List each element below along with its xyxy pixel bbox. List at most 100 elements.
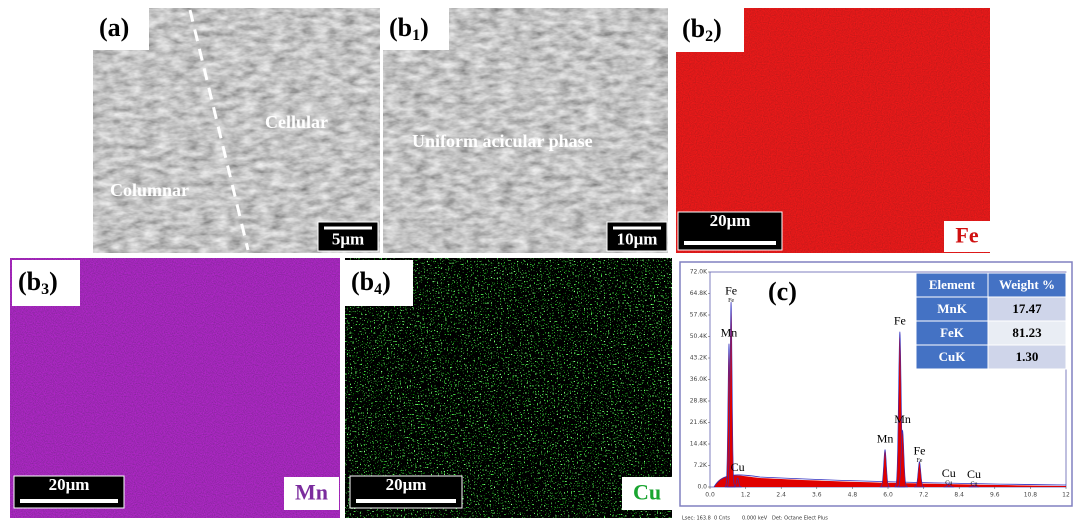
footer-text: Det: Octane Elect Plus bbox=[772, 516, 828, 522]
x-tick-label: 10.8 bbox=[1024, 492, 1038, 499]
panel-label: (b4) bbox=[351, 267, 391, 298]
peak-label: Cu bbox=[942, 466, 956, 480]
x-tick-label: 12 bbox=[1062, 492, 1070, 499]
x-tick-label: 6.0 bbox=[883, 492, 893, 499]
peak-sub-label: Cu bbox=[971, 482, 978, 488]
x-tick-label: 4.8 bbox=[848, 492, 858, 499]
peak-label: Mn bbox=[721, 325, 738, 339]
label-part: (a) bbox=[99, 13, 129, 42]
table-cell-text: MnK bbox=[937, 301, 968, 316]
label-part: 4 bbox=[374, 281, 382, 298]
continuum bbox=[714, 475, 1066, 487]
table-cell bbox=[987, 296, 1067, 322]
panel-label: (b2) bbox=[682, 14, 722, 45]
label-part: (b bbox=[389, 13, 412, 42]
label-box bbox=[12, 260, 80, 306]
x-tick-label: 9.6 bbox=[990, 492, 1000, 499]
label-part: ) bbox=[420, 13, 429, 42]
peak bbox=[733, 477, 742, 488]
y-tick-label: 72.0K bbox=[690, 269, 708, 276]
label-part: ) bbox=[713, 14, 722, 43]
panel-label: (c) bbox=[768, 277, 797, 306]
y-tick-label: 64.8K bbox=[690, 290, 708, 297]
peak-label: Cu bbox=[731, 460, 745, 474]
peak bbox=[943, 484, 955, 488]
footer-text: Lsec: 163.8 bbox=[682, 516, 711, 522]
scale-bar-label: 20μm bbox=[49, 475, 90, 494]
x-tick-label: 0.0 bbox=[705, 492, 715, 499]
boundary-line bbox=[188, 9, 250, 251]
label-part: 2 bbox=[705, 28, 713, 45]
peak-label: Fe bbox=[913, 443, 925, 457]
y-tick-label: 14.4K bbox=[690, 441, 708, 448]
label-part: 1 bbox=[412, 27, 420, 44]
label-part: 3 bbox=[41, 281, 49, 298]
table-cell-text: 81.23 bbox=[1012, 325, 1042, 340]
table-cell-text: CuK bbox=[939, 349, 967, 364]
panel-label: (a) bbox=[99, 13, 129, 42]
peak-label: Fe bbox=[894, 313, 906, 327]
y-tick-label: 21.6K bbox=[690, 419, 708, 426]
y-tick-label: 43.2K bbox=[690, 355, 708, 362]
element-label: Fe bbox=[955, 223, 978, 248]
table-header: Element bbox=[929, 277, 976, 292]
peak bbox=[879, 449, 891, 488]
peak bbox=[968, 484, 980, 488]
y-tick-label: 0.0 bbox=[697, 484, 707, 491]
table-cell bbox=[915, 344, 989, 370]
scale-bar-label: 10μm bbox=[617, 229, 658, 248]
peak-sub-label: Fe bbox=[728, 298, 734, 304]
table-header: Weight % bbox=[999, 277, 1055, 292]
element-label: Cu bbox=[633, 480, 661, 505]
panel-label: (b1) bbox=[389, 13, 429, 44]
table-cell bbox=[987, 320, 1067, 346]
footer-text: 0 Cnts bbox=[714, 516, 730, 522]
table-cell bbox=[987, 344, 1067, 370]
label-box bbox=[93, 8, 149, 50]
peak-sub-label: Fe bbox=[916, 458, 922, 464]
peak-sub-label: Cu bbox=[945, 481, 952, 487]
table-cell-text: FeK bbox=[940, 325, 965, 340]
label-part: ) bbox=[49, 267, 58, 296]
annotation: Columnar bbox=[110, 180, 189, 200]
peak bbox=[726, 301, 736, 488]
x-tick-label: 8.4 bbox=[954, 492, 964, 499]
y-tick-label: 57.6K bbox=[690, 312, 708, 319]
footer-text: 0.000 keV bbox=[742, 516, 768, 522]
panel-label: (b3) bbox=[18, 267, 58, 298]
x-tick-label: 7.2 bbox=[919, 492, 929, 499]
y-tick-label: 36.0K bbox=[690, 376, 708, 383]
label-part: (b bbox=[18, 267, 41, 296]
x-tick-label: 3.6 bbox=[812, 492, 822, 499]
scale-bar-label: 20μm bbox=[386, 475, 427, 494]
peak-label: Mn bbox=[877, 431, 894, 445]
peak-label: Mn bbox=[894, 412, 911, 426]
peak-label: Cu bbox=[967, 467, 981, 481]
x-tick-label: 2.4 bbox=[776, 492, 786, 499]
element-label: Mn bbox=[295, 480, 328, 505]
annotation: Uniform acicular phase bbox=[412, 131, 593, 151]
peak-label: Fe bbox=[725, 284, 737, 298]
table-cell-text: 1.30 bbox=[1016, 349, 1039, 364]
y-tick-label: 7.2K bbox=[694, 462, 709, 469]
element-box bbox=[284, 477, 339, 510]
scale-bar-label: 5μm bbox=[332, 229, 364, 248]
scale-bar-label: 20μm bbox=[710, 211, 751, 230]
table-cell-text: 17.47 bbox=[1012, 301, 1042, 316]
peak bbox=[897, 429, 908, 488]
annotation: Cellular bbox=[265, 112, 328, 132]
element-box bbox=[622, 477, 672, 510]
peak bbox=[914, 461, 925, 488]
label-part: ) bbox=[382, 267, 391, 296]
label-box bbox=[383, 8, 449, 50]
label-part: (b bbox=[351, 267, 374, 296]
label-part: (b bbox=[682, 14, 705, 43]
label-box bbox=[676, 8, 744, 52]
element-box bbox=[944, 221, 990, 252]
label-box bbox=[345, 260, 413, 306]
y-tick-label: 28.8K bbox=[690, 398, 708, 405]
table-cell bbox=[915, 296, 989, 322]
x-tick-label: 1.2 bbox=[741, 492, 751, 499]
y-tick-label: 50.4K bbox=[690, 333, 708, 340]
